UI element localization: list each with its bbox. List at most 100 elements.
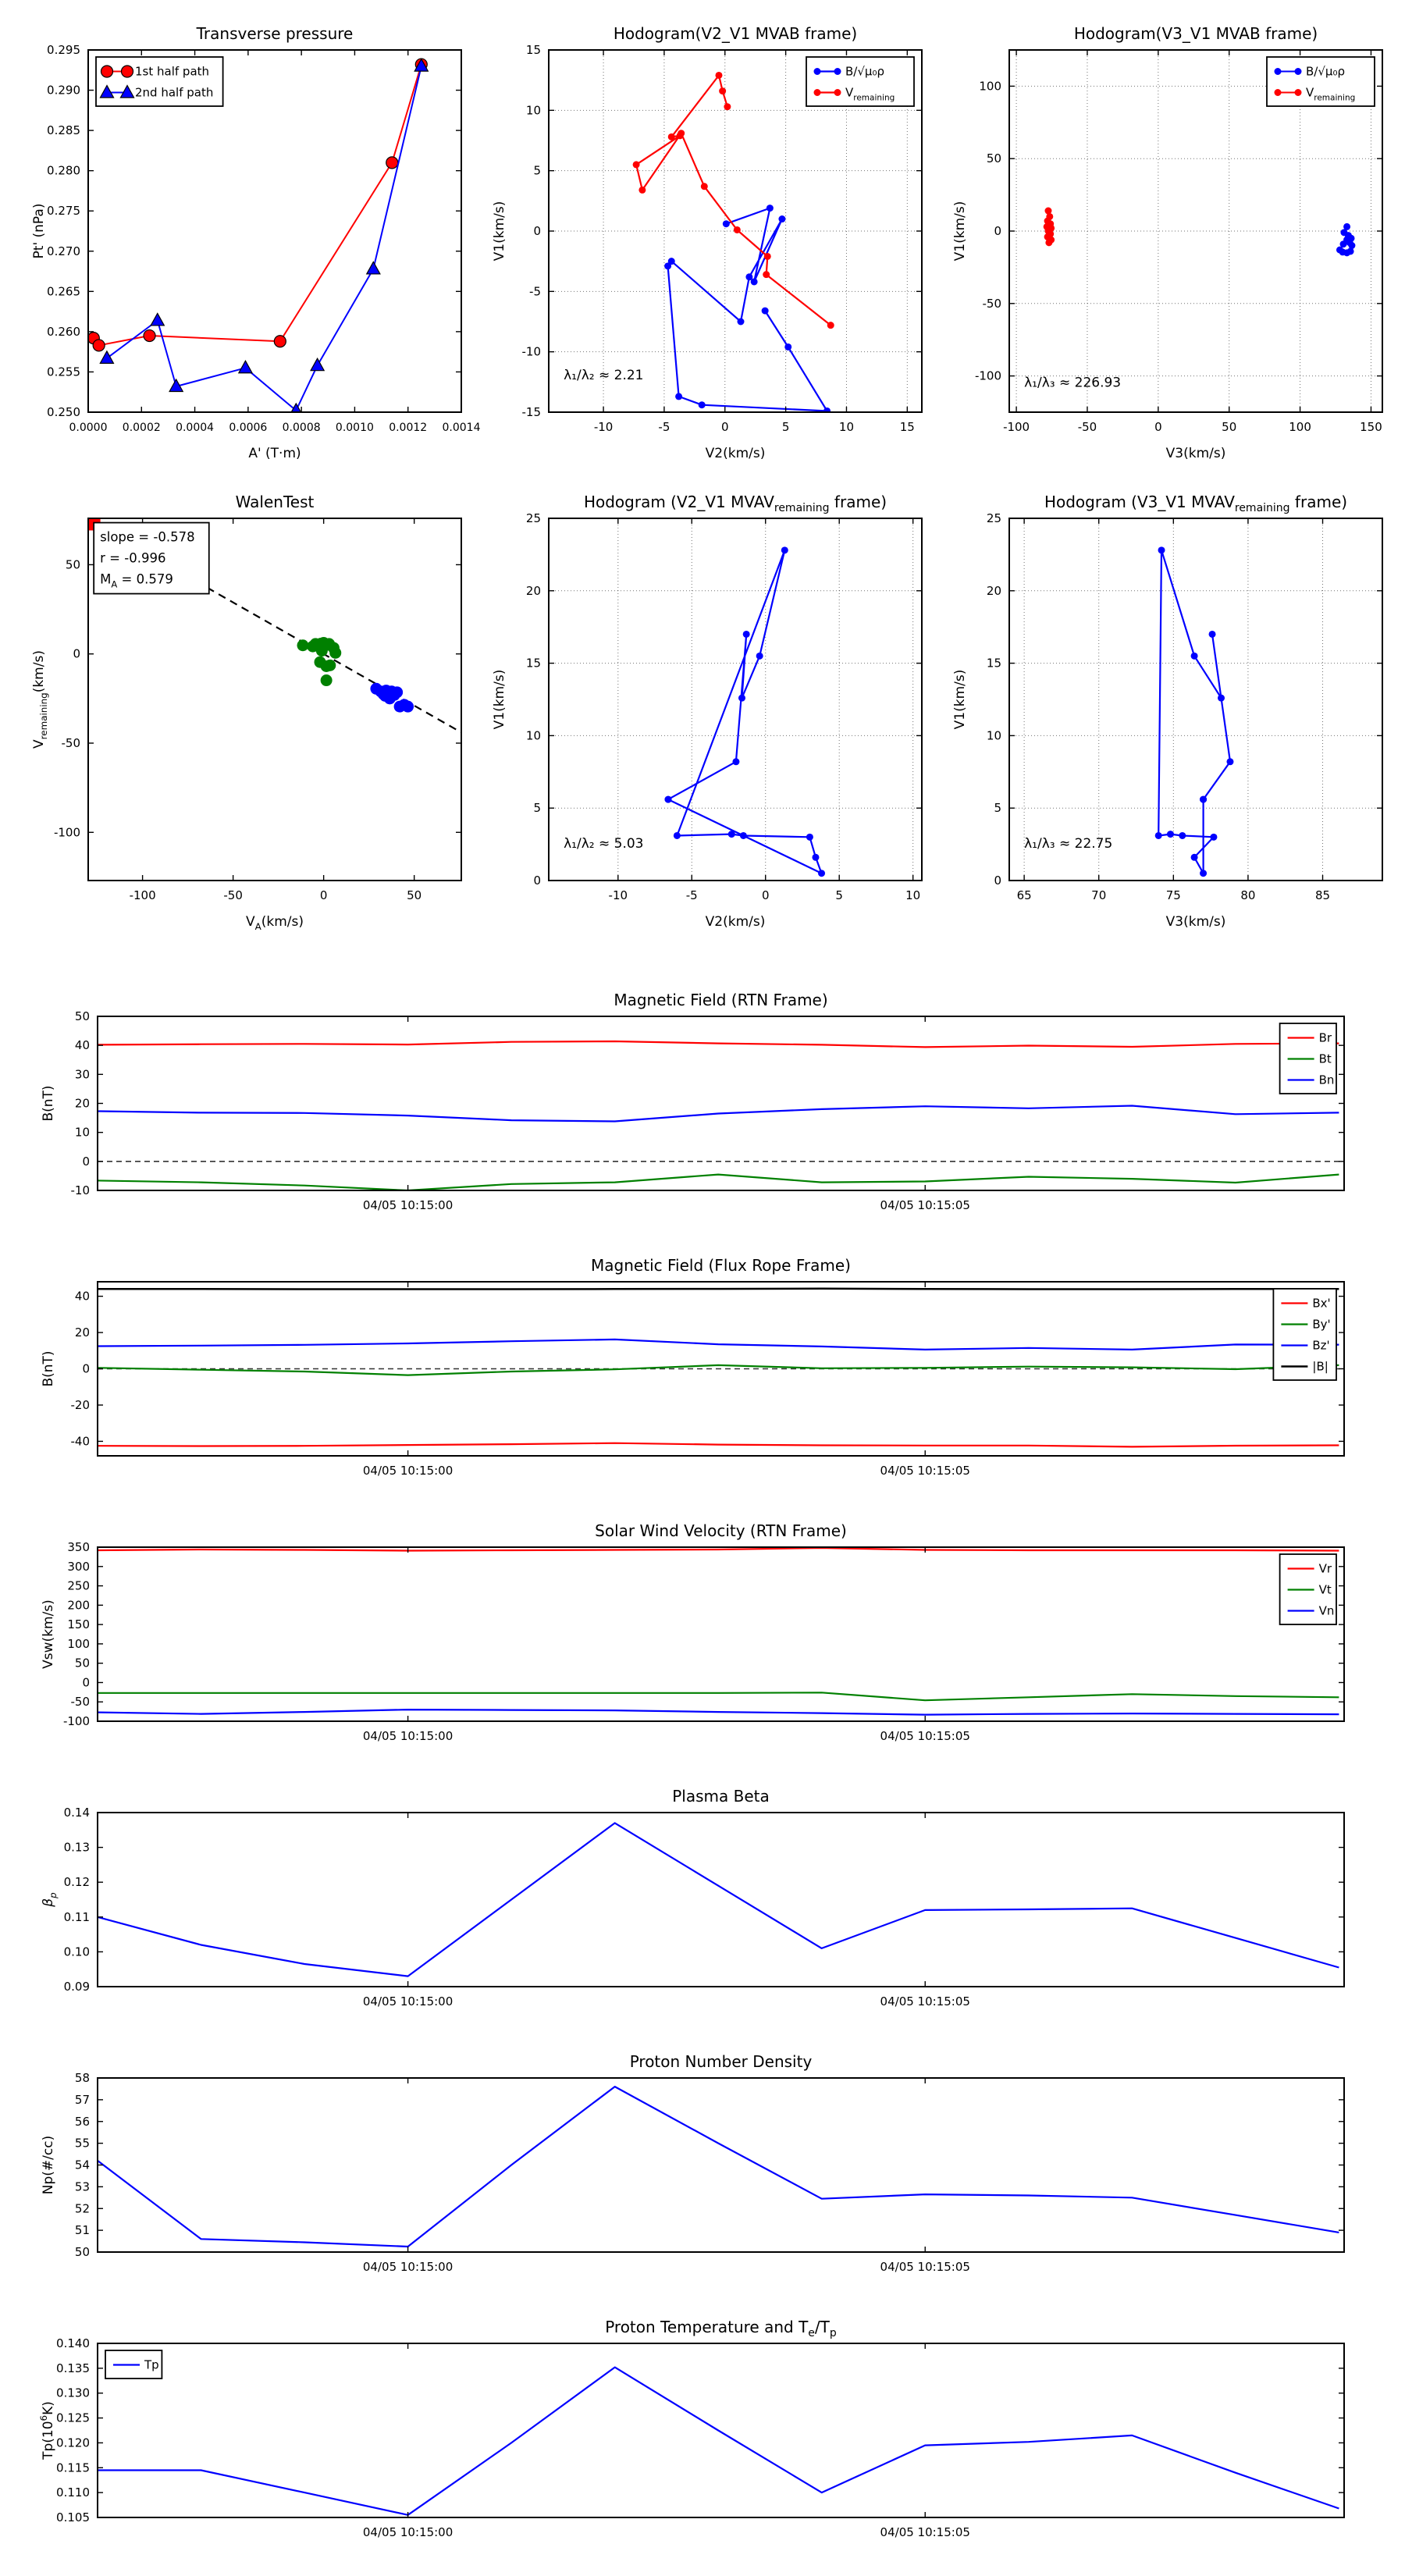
y-tick-label: 15	[526, 656, 541, 671]
chart-title: Magnetic Field (Flux Rope Frame)	[591, 1256, 851, 1275]
y-tick-label: 0.295	[47, 43, 80, 57]
x-axis-label: V3(km/s)	[1166, 446, 1226, 461]
y-tick-label: 0.09	[64, 1980, 90, 1994]
data-point-marker	[237, 360, 254, 374]
data-point-marker	[1218, 694, 1225, 702]
x-tick-label: 04/05 10:15:05	[880, 1994, 970, 2008]
x-tick-label: 04/05 10:15:05	[880, 1729, 970, 1743]
data-point-marker	[88, 518, 101, 525]
chart-hodogram-v2v1-mvav: -10 -5 0 5 10 0 5 10 15 20 25 Hodogram (V2_V1 MVAVr…	[492, 493, 923, 930]
data-point-marker	[763, 271, 770, 279]
y-tick-label: 0.140	[56, 2336, 90, 2350]
x-tick-label: 5	[782, 420, 790, 434]
plot-magnetic-field-flux-rope: 04/05 10:15:00 04/05 10:15:05 -40 -20 0 20 40 M…	[23, 1243, 1382, 1504]
plot-area	[98, 2343, 1344, 2517]
data-point-marker	[698, 401, 706, 409]
legend-box	[1266, 56, 1375, 107]
x-tick-label: 0	[762, 888, 770, 902]
data-point-marker	[778, 215, 786, 223]
y-tick-label: 51	[75, 2223, 90, 2237]
legend-entry-label: Br	[1319, 1031, 1332, 1045]
data-point-marker	[745, 273, 753, 281]
data-point-marker	[1344, 237, 1352, 245]
y-tick-label: 15	[987, 656, 1001, 671]
data-point-marker	[727, 831, 735, 838]
axes-frame	[548, 518, 923, 881]
y-tick-label: -100	[975, 369, 1001, 383]
y-tick-label: 0	[533, 873, 541, 888]
legend-entry-label: Vn	[1319, 1604, 1335, 1618]
data-point-marker	[1154, 831, 1162, 839]
y-tick-label: 0.270	[47, 244, 80, 258]
x-axis-label: V2(km/s)	[706, 914, 766, 930]
y-axis-label: V1(km/s)	[952, 670, 968, 730]
legend-entry-label: Bn	[1319, 1073, 1335, 1087]
data-point-marker	[834, 68, 841, 75]
data-point-marker	[365, 261, 381, 275]
data-point-marker	[678, 130, 685, 137]
series-line	[98, 1692, 1339, 1702]
y-tick-label: 10	[987, 728, 1001, 742]
y-tick-label: 20	[987, 584, 1001, 598]
y-tick-label: 0	[994, 873, 1001, 888]
data-point-marker	[1226, 758, 1234, 766]
stats-box-line: r = -0.996	[100, 551, 165, 566]
y-tick-label: 350	[67, 1540, 90, 1554]
data-point-marker	[414, 58, 429, 72]
data-point-marker	[320, 674, 333, 687]
y-tick-label: 0.120	[56, 2435, 90, 2450]
x-axis-label: V2(km/s)	[706, 446, 766, 461]
data-point-marker	[675, 393, 683, 400]
data-point-marker	[667, 258, 675, 265]
y-tick-label: 100	[67, 1637, 90, 1651]
y-tick-label: 10	[526, 103, 541, 117]
data-point-marker	[834, 89, 841, 96]
legend-entry-label: Tp	[144, 2358, 159, 2372]
x-tick-label: -50	[223, 888, 243, 902]
y-tick-label: 0.135	[56, 2361, 90, 2375]
legend-entry-label: B/√μ₀ρ	[845, 65, 884, 79]
data-point-marker	[1166, 831, 1174, 838]
plot-area	[98, 1813, 1344, 1987]
y-tick-label: 0	[73, 647, 80, 661]
plot-area	[1009, 518, 1382, 881]
data-point-marker	[1190, 853, 1198, 861]
data-point-marker	[120, 65, 134, 78]
x-tick-label: 04/05 10:15:00	[363, 2260, 453, 2274]
y-axis-label: Tp(106K)	[38, 2401, 56, 2460]
data-point-marker	[664, 262, 672, 270]
x-tick-label: 0.0012	[389, 422, 427, 434]
y-tick-label: 0.265	[47, 284, 80, 298]
chart-title: Hodogram(V2_V1 MVAB frame)	[614, 24, 857, 43]
y-tick-label: 0.260	[47, 325, 80, 339]
annotation-text: λ₁/λ₂ ≈ 5.03	[564, 836, 643, 852]
y-tick-label: 0	[82, 1362, 90, 1376]
y-tick-label: 0	[82, 1675, 90, 1689]
data-point-marker	[667, 133, 675, 141]
data-point-marker	[763, 252, 771, 260]
legend-entry-label: Bt	[1319, 1052, 1332, 1066]
chart-title: WalenTest	[236, 493, 315, 511]
y-tick-label: 20	[526, 584, 541, 598]
legend-entry-label: 2nd half path	[135, 86, 213, 100]
annotation-text: λ₁/λ₂ ≈ 2.21	[564, 368, 643, 383]
data-point-marker	[715, 71, 723, 79]
series-line	[98, 1822, 1339, 1977]
y-axis-label: B(nT)	[41, 1350, 56, 1386]
y-tick-label: 57	[75, 2093, 90, 2107]
y-tick-label: 0.125	[56, 2411, 90, 2425]
y-tick-label: 40	[75, 1290, 90, 1304]
x-tick-label: 0	[1154, 420, 1162, 434]
data-point-marker	[402, 700, 414, 713]
annotation-text: λ₁/λ₃ ≈ 226.93	[1024, 375, 1121, 391]
y-tick-label: -100	[54, 825, 80, 839]
y-tick-label: 20	[75, 1097, 90, 1111]
plot-hodogram-v2v1-mvab: -10 -5 0 5 10 15 -15 -10 -5 0 5 10 15 Hodogram(V2_V1 …	[480, 9, 941, 478]
plot-magnetic-field-rtn: 04/05 10:15:00 04/05 10:15:05 -10 0 10 20 30 40…	[23, 977, 1382, 1239]
series-line	[98, 1287, 1339, 1290]
y-tick-label: -50	[71, 1695, 91, 1709]
x-tick-label: 65	[1017, 888, 1032, 902]
y-tick-label: 25	[987, 511, 1001, 525]
plot-area	[549, 518, 922, 881]
y-tick-label: 0.14	[64, 1806, 90, 1820]
